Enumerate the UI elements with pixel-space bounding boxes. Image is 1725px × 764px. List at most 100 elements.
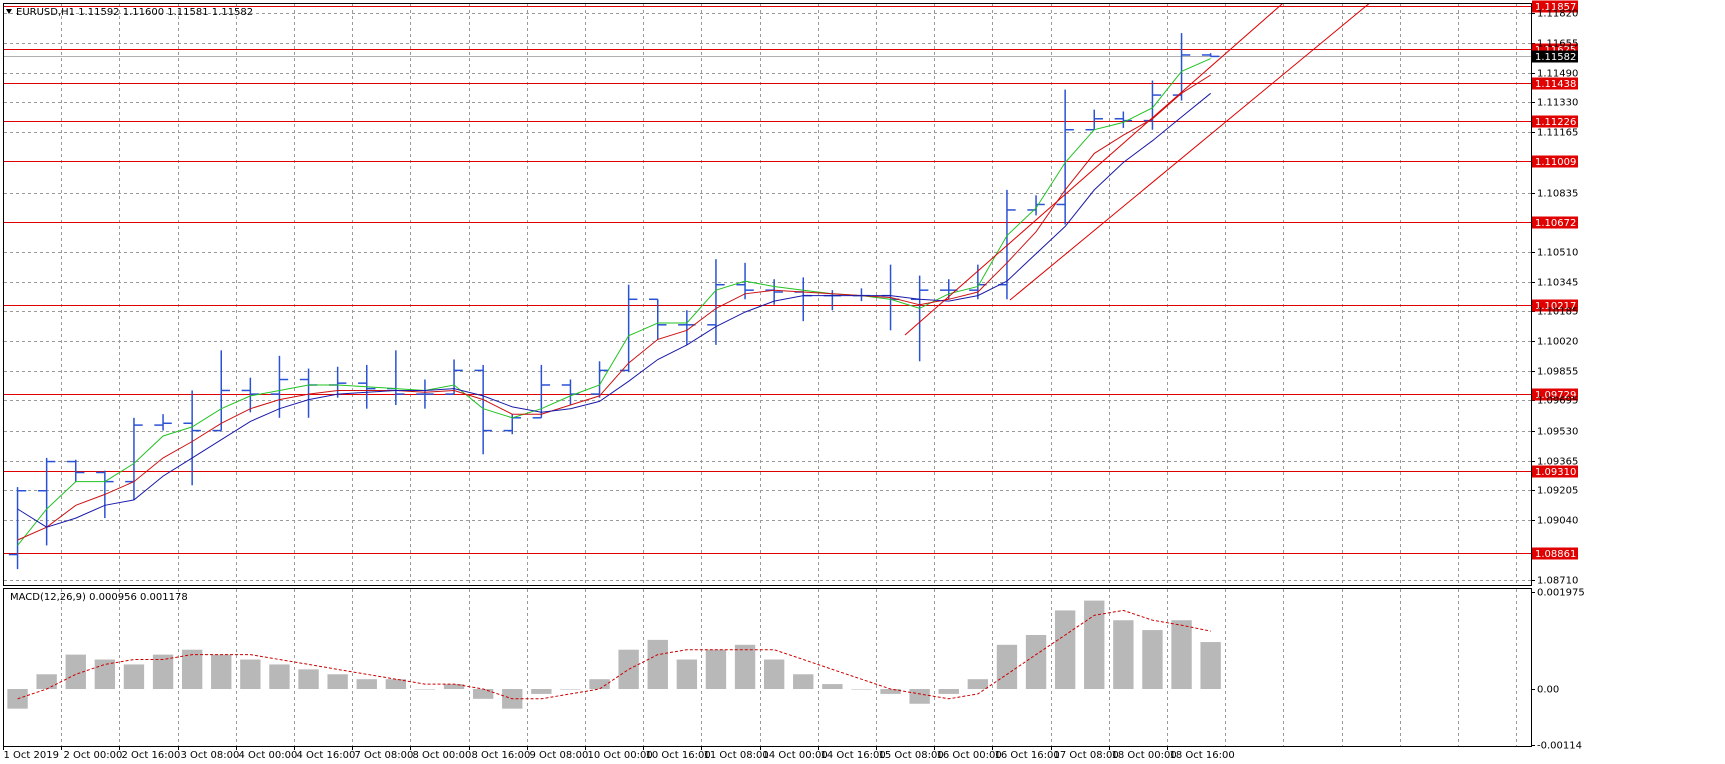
level-tag-label: 1.11857 — [1535, 2, 1576, 13]
level-tag-label: 1.10672 — [1535, 218, 1576, 229]
macd-histogram-bar — [36, 674, 57, 690]
macd-histogram-bar — [152, 654, 174, 690]
grid — [3, 4, 1535, 750]
macd-histogram-bar — [1142, 630, 1163, 690]
macd-histogram-bar — [705, 649, 727, 690]
level-tag-label: 1.09729 — [1535, 390, 1576, 401]
macd-histogram-bar — [647, 639, 668, 690]
y-tick-label: 1.10185 — [1537, 307, 1578, 318]
y-tick-label: 1.11490 — [1537, 69, 1578, 80]
macd-histogram-bar — [1200, 642, 1221, 690]
y-tick-label: 1.10345 — [1537, 278, 1578, 289]
level-tag — [1532, 465, 1578, 478]
macd-y-tick-label: 0.001975 — [1537, 588, 1585, 599]
macd-histogram-bar — [676, 659, 698, 690]
level-tag — [1532, 547, 1578, 560]
level-tag — [1532, 77, 1578, 90]
x-tick-label: 16 Oct 16:00 — [995, 750, 1060, 761]
macd-histogram-bar — [240, 659, 261, 690]
macd-histogram-bar — [531, 689, 552, 694]
macd-signal-line — [17, 609, 1211, 700]
y-tick-label: 1.11655 — [1537, 39, 1578, 50]
y-tick-label: 1.11820 — [1537, 9, 1578, 20]
macd-histogram-bar — [211, 654, 232, 690]
x-tick-label: 14 Oct 00:00 — [763, 750, 828, 761]
x-tick-label: 15 Oct 08:00 — [879, 750, 944, 761]
level-tag-label: 1.11438 — [1535, 79, 1576, 90]
x-tick-label: 18 Oct 16:00 — [1170, 750, 1235, 761]
x-tick-label: 16 Oct 00:00 — [937, 750, 1002, 761]
level-tag — [1532, 299, 1578, 312]
macd-histogram-bar — [909, 689, 930, 704]
macd-pane-frame — [3, 588, 1532, 747]
level-tag — [1532, 216, 1578, 229]
macd-histogram-bar — [938, 689, 959, 694]
macd-histogram-bar — [589, 679, 610, 690]
x-tick-label: 4 Oct 16:00 — [297, 750, 356, 761]
macd-histogram-bar — [123, 664, 145, 690]
y-tick-label: 1.10835 — [1537, 189, 1578, 200]
y-tick-label: 1.11165 — [1537, 128, 1578, 139]
macd-histogram-bar — [356, 679, 377, 690]
x-tick-label: 14 Oct 16:00 — [821, 750, 886, 761]
trend-lines — [904, 4, 1370, 336]
moving-average — [17, 74, 1211, 541]
level-tag-label: 1.10217 — [1535, 301, 1576, 312]
macd-title: MACD(12,26,9) 0.000956 0.001178 — [10, 592, 188, 603]
y-tick-label: 1.10510 — [1537, 248, 1578, 259]
macd-histogram-bar — [967, 679, 989, 690]
x-tick-label: 8 Oct 00:00 — [413, 750, 472, 761]
level-tag-label: 1.11226 — [1535, 117, 1576, 128]
macd-histogram-bar — [822, 684, 843, 690]
y-tick-label: 1.09530 — [1537, 427, 1578, 438]
macd-histogram-bar — [763, 659, 785, 690]
x-tick-label: 7 Oct 08:00 — [355, 750, 414, 761]
x-tick-label: 18 Oct 00:00 — [1112, 750, 1177, 761]
level-tag — [1532, 388, 1578, 401]
x-tick-label: 2 Oct 00:00 — [64, 750, 123, 761]
x-tick-label: 9 Oct 08:00 — [530, 750, 589, 761]
y-tick-label: 1.10020 — [1537, 337, 1578, 348]
macd-y-tick-label: -0.00114 — [1537, 741, 1582, 752]
x-tick-label: 2 Oct 16:00 — [122, 750, 181, 761]
y-tick-label: 1.09365 — [1537, 457, 1578, 468]
y-tick-label: 1.08710 — [1537, 576, 1578, 587]
macd-histogram-bar — [1171, 620, 1192, 690]
moving-average — [17, 58, 1211, 546]
trend-line — [1009, 4, 1370, 301]
macd-histogram-bar — [880, 689, 901, 694]
level-tag — [1532, 115, 1578, 128]
macd-histogram-bar — [181, 649, 203, 690]
level-tag-label: 1.11009 — [1535, 157, 1576, 168]
macd-histogram-bar — [1025, 634, 1047, 690]
level-tag-label: 1.08861 — [1535, 549, 1576, 560]
level-tag — [1532, 0, 1578, 13]
x-tick-label: 17 Oct 08:00 — [1054, 750, 1119, 761]
macd-histogram-bar — [472, 689, 494, 699]
price-tags: 1.118571.116251.114381.112261.110091.106… — [1532, 0, 1578, 560]
main-pane-frame — [3, 3, 1532, 586]
macd-histogram-bar — [94, 659, 116, 690]
x-tick-label: 11 Oct 08:00 — [704, 750, 769, 761]
marks — [7, 33, 1221, 709]
chart-title: EURUSD,H1 1.11592 1.11600 1.11581 1.1158… — [16, 7, 253, 18]
trend-line — [904, 4, 1283, 336]
x-tick-label: 10 Oct 00:00 — [588, 750, 653, 761]
macd-histogram-bar — [298, 669, 319, 690]
y-tick-label: 1.11330 — [1537, 98, 1578, 109]
macd-histogram-bar — [1113, 620, 1134, 690]
dropdown-icon — [6, 9, 12, 14]
macd-histogram-bar — [618, 649, 639, 690]
macd-histogram-bar — [851, 689, 872, 690]
macd-histogram-bar — [7, 689, 28, 709]
x-tick-label: 4 Oct 00:00 — [239, 750, 298, 761]
current-price-tag — [1532, 50, 1578, 63]
moving-average — [17, 92, 1212, 528]
level-tag — [1532, 155, 1578, 168]
y-tick-label: 1.09040 — [1537, 516, 1578, 527]
macd-histogram-bar — [560, 689, 581, 690]
macd-histogram-bar — [385, 679, 407, 690]
current-price-label: 1.11582 — [1535, 52, 1576, 63]
